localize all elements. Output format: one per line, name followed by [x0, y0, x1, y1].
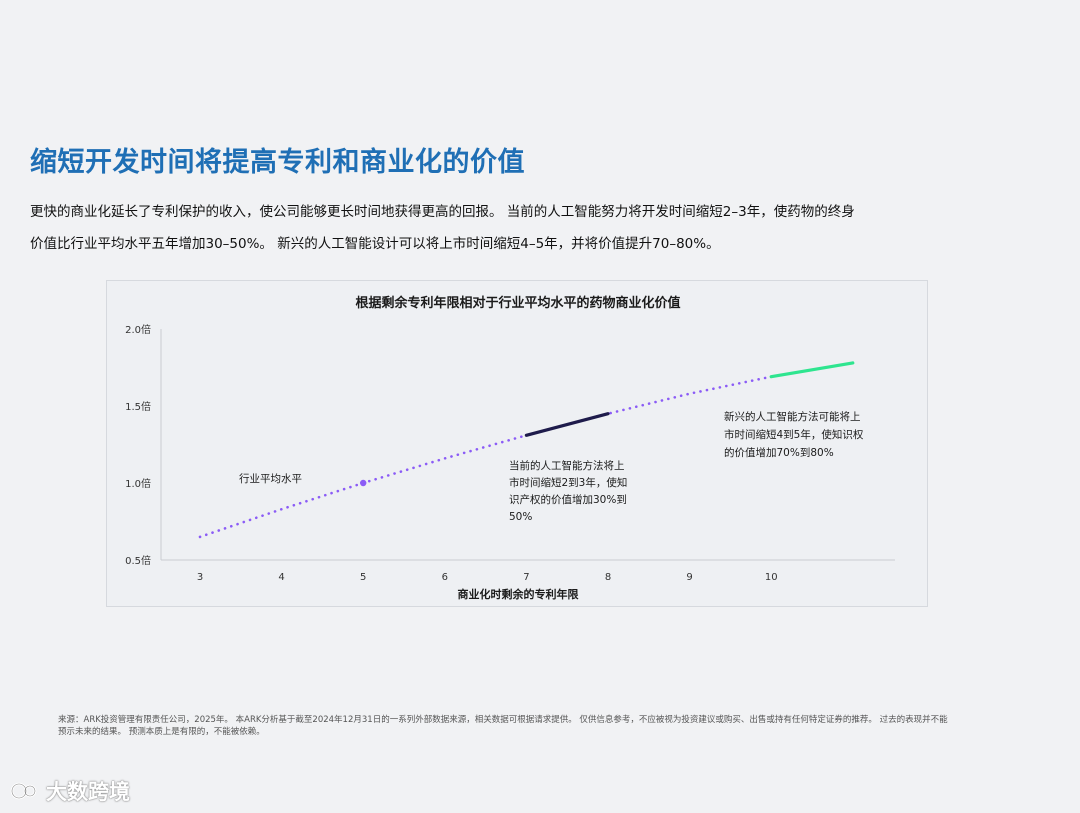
series-segment-emerging-ai — [769, 361, 855, 379]
intro-text: 更快的商业化延长了专利保护的收入，使公司能够更长时间地获得更高的回报。 当前的人… — [30, 196, 1030, 260]
x-tick-label: 5 — [360, 572, 366, 583]
chart-card: 根据剩余专利年限相对于行业平均水平的药物商业化价值 2.0倍 1.5倍 1.0倍 0.… — [106, 280, 928, 607]
annotation-line: 识产权的价值增加30%到 — [509, 493, 627, 506]
y-tick-label: 0.5倍 — [125, 554, 151, 567]
intro-line-1: 更快的商业化延长了专利保护的收入，使公司能够更长时间地获得更高的回报。 当前的人… — [30, 204, 855, 220]
y-tick-label: 1.0倍 — [125, 477, 151, 490]
watermark-logo: 大数跨境 — [10, 776, 130, 806]
page-title: 缩短开发时间将提高专利和商业化的价值 — [30, 147, 525, 178]
y-tick-labels: 2.0倍 1.5倍 1.0倍 0.5倍 — [125, 323, 151, 567]
source-line-2: 预示未来的结果。 预测本质上是有限的，不能被依赖。 — [58, 727, 265, 737]
series-line-dotted — [198, 375, 773, 539]
x-tick-label: 7 — [523, 572, 529, 583]
x-tick-label: 4 — [278, 572, 284, 583]
y-tick-label: 1.5倍 — [125, 400, 151, 413]
watermark-text: 大数跨境 — [46, 780, 130, 804]
x-axis-label: 商业化时剩余的专利年限 — [458, 587, 579, 601]
chart-svg: 根据剩余专利年限相对于行业平均水平的药物商业化价值 2.0倍 1.5倍 1.0倍 0.… — [125, 295, 895, 601]
annotation-line: 新兴的人工智能方法可能将上 — [724, 410, 861, 423]
annotation-line: 的价值增加70%到80% — [724, 446, 834, 459]
series-segment-current-ai — [524, 412, 610, 437]
x-tick-label: 9 — [686, 572, 692, 583]
annotation-line: 50% — [509, 511, 532, 523]
x-tick-label: 8 — [605, 572, 611, 583]
watermark-icon — [10, 782, 37, 800]
x-tick-label: 3 — [197, 572, 203, 583]
annotation-line: 行业平均水平 — [239, 472, 302, 485]
annotation-line: 当前的人工智能方法将上 — [509, 459, 625, 472]
x-tick-labels: 3 4 5 6 7 8 9 10 — [197, 572, 778, 583]
series-layer — [198, 361, 855, 539]
source-footnote: 来源：ARK投资管理有限责任公司，2025年。 本ARK分析基于截至2024年1… — [58, 714, 1018, 738]
annotation-line: 市时间缩短4到5年，使知识权 — [724, 428, 864, 441]
annotation-line: 市时间缩短2到3年，使知 — [509, 476, 627, 489]
annotation-industry-average: 行业平均水平 — [239, 472, 302, 485]
source-line-1: 来源：ARK投资管理有限责任公司，2025年。 本ARK分析基于截至2024年1… — [58, 715, 948, 725]
industry-average-marker — [360, 479, 367, 487]
x-tick-label: 6 — [442, 572, 448, 583]
y-tick-label: 2.0倍 — [125, 323, 151, 336]
x-tick-label: 10 — [765, 572, 778, 583]
chart-title: 根据剩余专利年限相对于行业平均水平的药物商业化价值 — [355, 295, 680, 311]
intro-line-2: 价值比行业平均水平五年增加30–50%。 新兴的人工智能设计可以将上市时间缩短4… — [30, 236, 720, 252]
